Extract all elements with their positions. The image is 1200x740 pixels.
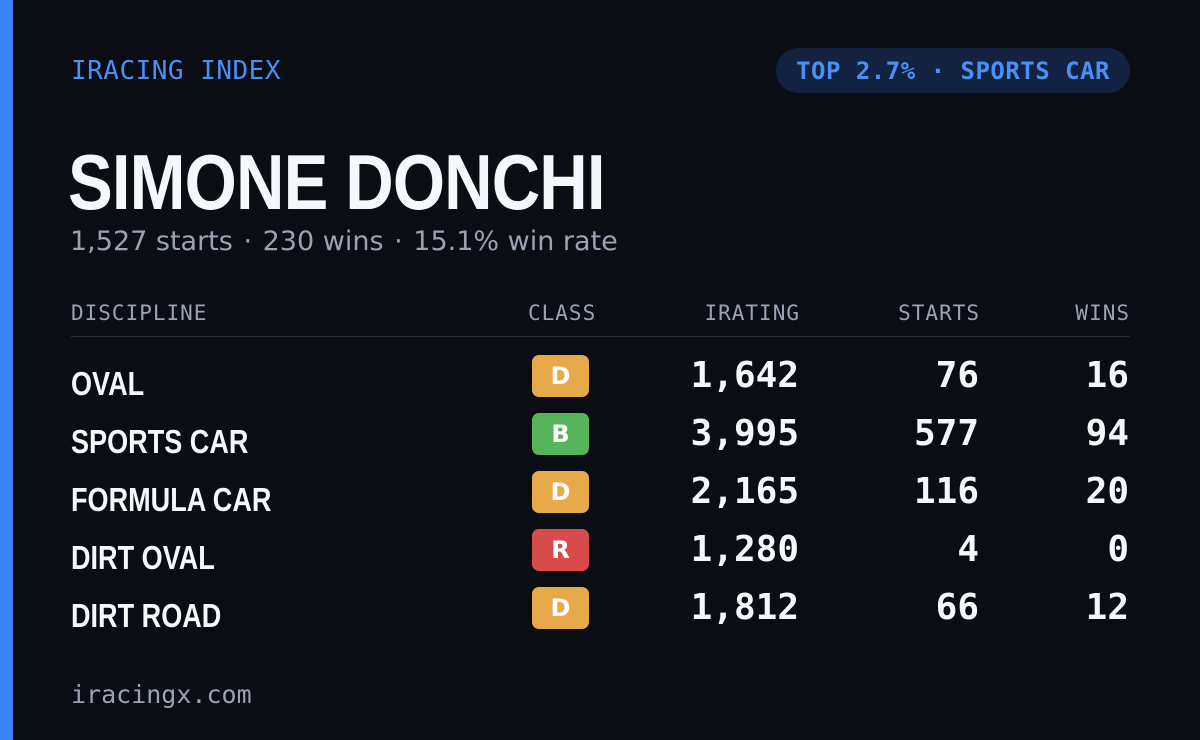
column-header-class: CLASS bbox=[528, 301, 597, 325]
discipline-name: OVAL bbox=[71, 365, 145, 402]
class-badge: B bbox=[532, 413, 589, 455]
brand-title: IRACING INDEX bbox=[71, 56, 281, 86]
summary-separator: · bbox=[394, 226, 403, 257]
table-row: DIRT ROAD D 1,812 66 12 bbox=[71, 585, 1130, 643]
starts-value: 66 bbox=[935, 587, 979, 628]
wins-summary: 230 wins bbox=[262, 226, 384, 257]
wins-value: 16 bbox=[1085, 355, 1129, 396]
class-badge: R bbox=[532, 529, 589, 571]
starts-value: 4 bbox=[957, 529, 979, 570]
class-badge: D bbox=[532, 587, 589, 629]
discipline-name: SPORTS CAR bbox=[71, 423, 249, 460]
discipline-name: FORMULA CAR bbox=[71, 481, 272, 518]
wins-value: 20 bbox=[1085, 471, 1129, 512]
accent-bar bbox=[0, 0, 13, 740]
discipline-name: DIRT ROAD bbox=[71, 597, 222, 634]
table-row: FORMULA CAR D 2,165 116 20 bbox=[71, 469, 1130, 527]
driver-name: SIMONE DONCHI bbox=[68, 138, 606, 226]
starts-summary: 1,527 starts bbox=[70, 226, 233, 257]
discipline-name: DIRT OVAL bbox=[71, 539, 215, 576]
rank-badge: TOP 2.7% · SPORTS CAR bbox=[776, 48, 1130, 93]
summary-separator: · bbox=[243, 226, 253, 257]
table-row: SPORTS CAR B 3,995 577 94 bbox=[71, 411, 1130, 469]
footer-site: iracingx.com bbox=[71, 680, 252, 709]
wins-value: 0 bbox=[1107, 529, 1129, 570]
irating-value: 2,165 bbox=[690, 471, 799, 512]
win-rate-summary: 15.1% win rate bbox=[413, 226, 618, 257]
starts-value: 116 bbox=[913, 471, 979, 512]
table-header: DISCIPLINE CLASS IRATING STARTS WINS bbox=[71, 296, 1130, 337]
column-header-discipline: DISCIPLINE bbox=[71, 301, 208, 325]
table-body: OVAL D 1,642 76 16 SPORTS CAR B 3,995 577 94 FORMU… bbox=[71, 337, 1130, 643]
class-badge: D bbox=[532, 471, 589, 513]
irating-value: 1,812 bbox=[690, 587, 799, 628]
irating-value: 1,280 bbox=[690, 529, 799, 570]
irating-value: 3,995 bbox=[690, 413, 799, 454]
irating-value: 1,642 bbox=[690, 355, 799, 396]
starts-value: 577 bbox=[913, 413, 979, 454]
discipline-table: DISCIPLINE CLASS IRATING STARTS WINS OVA… bbox=[71, 296, 1130, 643]
column-header-irating: IRATING bbox=[704, 301, 800, 325]
table-row: OVAL D 1,642 76 16 bbox=[71, 353, 1130, 411]
table-row: DIRT OVAL R 1,280 4 0 bbox=[71, 527, 1130, 585]
wins-value: 12 bbox=[1085, 587, 1129, 628]
wins-value: 94 bbox=[1085, 413, 1129, 454]
driver-summary: 1,527 starts · 230 wins · 15.1% win rate bbox=[70, 226, 618, 257]
starts-value: 76 bbox=[935, 355, 979, 396]
class-badge: D bbox=[532, 355, 589, 397]
column-header-wins: WINS bbox=[1075, 301, 1130, 325]
column-header-starts: STARTS bbox=[898, 301, 980, 325]
